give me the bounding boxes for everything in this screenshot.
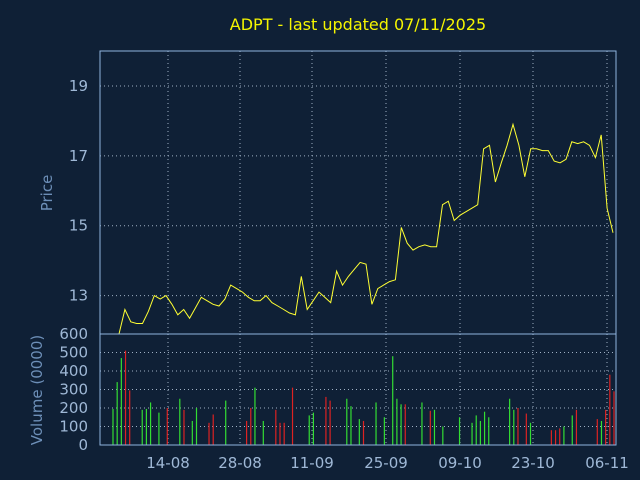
volume-tick-label: 500: [59, 344, 88, 362]
price-axis-label: Price: [38, 175, 56, 212]
price-line: [118, 122, 614, 335]
volume-tick-label: 600: [59, 325, 88, 343]
price-tick-label: 13: [69, 287, 88, 305]
price-tick-label: 19: [69, 77, 88, 95]
x-tick-label: 06-11: [585, 454, 629, 472]
volume-tick-label: 0: [78, 436, 88, 454]
volume-axis-label: Volume (0000): [28, 335, 46, 445]
x-tick-label: 11-09: [290, 454, 334, 472]
volume-bars: [112, 350, 615, 445]
x-tick-label: 28-08: [218, 454, 262, 472]
volume-tick-label: 100: [59, 418, 88, 436]
x-tick-label: 25-09: [364, 454, 408, 472]
volume-tick-label: 200: [59, 399, 88, 417]
price-tick-label: 15: [69, 217, 88, 235]
x-tick-label: 09-10: [438, 454, 482, 472]
x-tick-label: 14-08: [146, 454, 190, 472]
volume-tick-label: 400: [59, 362, 88, 380]
chart-title: ADPT - last updated 07/11/2025: [230, 15, 486, 34]
x-axis-ticks: 14-08 28-08 11-09 25-09 09-10 23-10 06-11: [146, 454, 629, 472]
price-tick-label: 17: [69, 147, 88, 165]
x-tick-label: 23-10: [511, 454, 555, 472]
volume-tick-label: 300: [59, 381, 88, 399]
volume-plot-frame: [99, 333, 617, 446]
